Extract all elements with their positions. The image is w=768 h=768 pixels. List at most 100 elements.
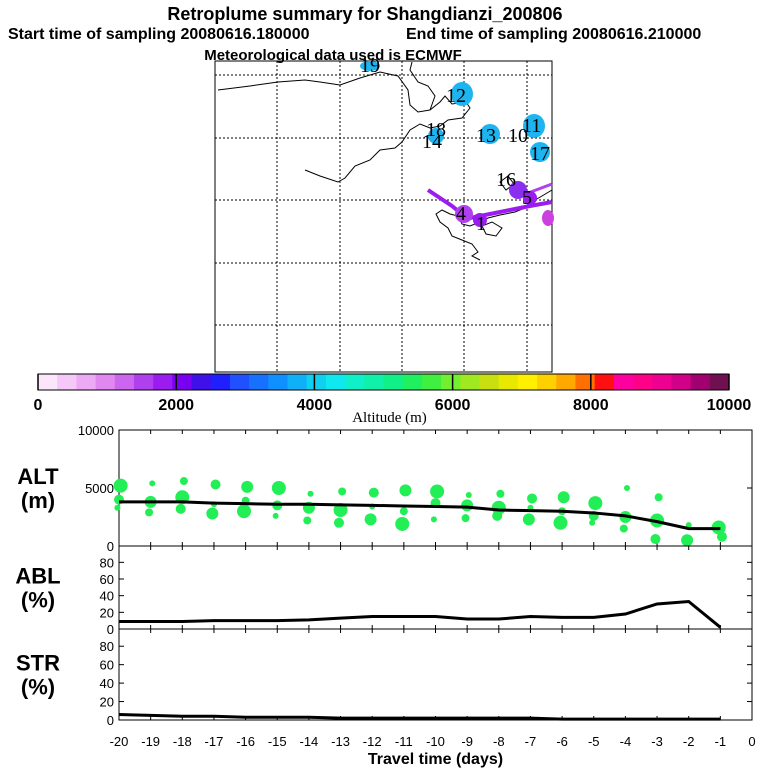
x-tick-label: -19 (141, 734, 160, 749)
colorbar-swatch (38, 374, 58, 390)
scatter-point (589, 519, 596, 526)
scatter-point (430, 484, 445, 499)
colorbar-tick-label: 6000 (435, 397, 471, 414)
scatter-point (179, 477, 188, 486)
scatter-point (149, 480, 156, 487)
scatter-point (272, 512, 279, 519)
map-day-label: 12 (446, 85, 466, 107)
colorbar-swatch (268, 374, 289, 390)
scatter-point (210, 479, 221, 490)
chart-title: Retroplume summary for Shangdianzi_20080… (167, 4, 563, 24)
y-tick-label: 40 (100, 589, 114, 604)
x-tick-label: -6 (556, 734, 568, 749)
map-day-labels: 19 12 18 14 13 10 11 17 16 5 4 1 (360, 55, 550, 235)
scatter-point (175, 503, 186, 514)
map-marker (455, 205, 473, 223)
map-marker (509, 181, 527, 199)
y-tick-label: 10000 (78, 423, 114, 438)
colorbar-swatch (229, 374, 250, 390)
y-tick-label: 60 (100, 572, 114, 587)
colorbar: 0 2000 4000 6000 8000 10000 Altitude (m) (34, 373, 752, 426)
series-line (118, 712, 721, 721)
colorbar-swatch (402, 374, 423, 390)
colorbar-swatch (575, 374, 596, 390)
x-tick-label: -1 (715, 734, 727, 749)
y-tick-label: 20 (100, 695, 114, 710)
colorbar-swatch (172, 374, 193, 390)
y-tick-label: 5000 (85, 481, 114, 496)
colorbar-tick-label: 10000 (707, 397, 752, 414)
scatter-point (461, 514, 470, 523)
y-tick-label: 0 (107, 713, 114, 728)
scatter-point (557, 491, 570, 504)
scatter-point (338, 487, 347, 496)
start-time-label: Start time of sampling 20080616.180000 (8, 26, 310, 43)
colorbar-swatch (306, 374, 327, 390)
y-tick-label: 20 (100, 605, 114, 620)
x-tick-label: -3 (651, 734, 663, 749)
map-day-label: 13 (476, 125, 496, 147)
map-plume-markers (360, 61, 554, 227)
scatter-point (333, 503, 348, 518)
colorbar-swatch (210, 374, 231, 390)
y-tick-label: 40 (100, 676, 114, 691)
x-tick-label: -17 (205, 734, 224, 749)
y-axis-label: (%) (21, 588, 55, 613)
map-day-label: 16 (496, 169, 516, 191)
x-tick-label: -11 (395, 734, 413, 749)
x-tick-label: -8 (493, 734, 505, 749)
x-tick-label: -13 (331, 734, 350, 749)
colorbar-swatch (364, 374, 384, 390)
y-axis-label: ABL (15, 564, 60, 589)
y-tick-label: 60 (100, 658, 114, 673)
map-marker (542, 210, 554, 226)
scatter-point (206, 507, 219, 520)
colorbar-swatch (76, 374, 97, 390)
colorbar-tick-label: 8000 (573, 397, 609, 414)
colorbar-swatch (249, 374, 269, 390)
colorbar-swatch (613, 374, 634, 390)
colorbar-swatch (95, 374, 116, 390)
map-marker (473, 213, 487, 227)
panel-alt: 0 5000 10000 ALT(m) (17, 423, 753, 554)
colorbar-swatch (652, 374, 672, 390)
x-tick-label: -4 (620, 734, 632, 749)
scatter-point (364, 513, 377, 526)
x-tick-label: -16 (236, 734, 255, 749)
map-day-label: 11 (522, 115, 541, 137)
met-data-label: Meteorological data used is ECMWF (204, 47, 462, 64)
end-time-label: End time of sampling 20080616.210000 (406, 26, 702, 43)
scatter-point (303, 516, 312, 525)
colorbar-tick-label: 0 (34, 397, 43, 414)
x-tick-label: -15 (268, 734, 287, 749)
colorbar-swatch (594, 374, 615, 390)
y-axis-label: ALT (17, 464, 59, 489)
scatter-series (113, 477, 727, 547)
scatter-point (241, 480, 254, 493)
colorbar-title: Altitude (m) (352, 410, 427, 426)
colorbar-swatch (460, 374, 480, 390)
x-axis: -20 -19 -18 -17 -16 -15 -14 -13 -12 -11 -10 -9 -8 -7-… (110, 734, 756, 768)
scatter-point (395, 516, 410, 531)
map-marker (523, 191, 537, 205)
scatter-point (399, 484, 412, 497)
x-tick-label: -12 (363, 734, 382, 749)
scatter-point (307, 490, 314, 497)
scatter-point (553, 515, 568, 530)
map-marker (480, 124, 500, 144)
map-marker (360, 61, 380, 71)
x-axis-title: Travel time (days) (368, 751, 503, 768)
y-tick-label: 80 (100, 555, 114, 570)
scatter-point (237, 504, 251, 519)
scatter-point (522, 513, 535, 526)
x-tick-label: -20 (110, 734, 129, 749)
scatter-point (430, 516, 437, 523)
map-day-label: 5 (522, 187, 532, 209)
y-axis-label: (m) (21, 488, 55, 513)
x-tick-label: 0 (748, 734, 755, 749)
colorbar-swatch (517, 374, 538, 390)
scatter-point (527, 493, 538, 504)
